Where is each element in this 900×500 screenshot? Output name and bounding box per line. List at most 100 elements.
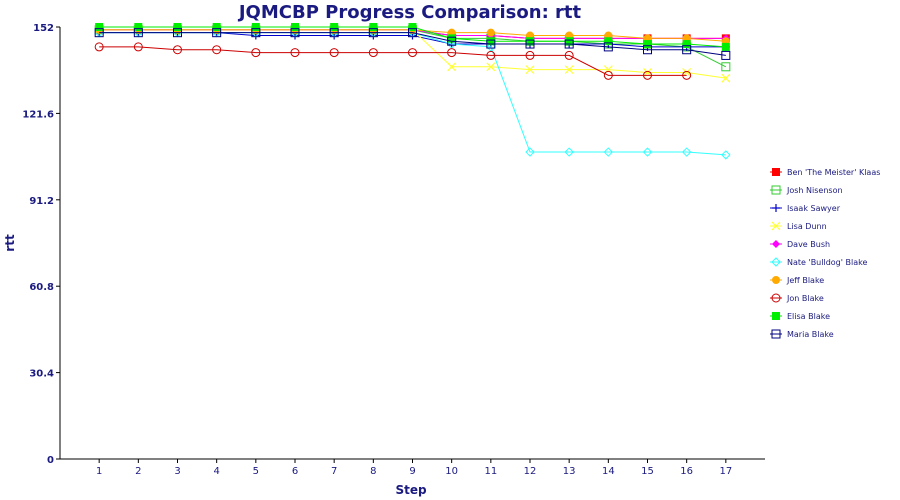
data-point [329,28,339,38]
data-point [173,23,182,31]
x-tick-label: 9 [409,466,415,477]
data-point [721,42,730,51]
x-tick-label: 15 [641,466,654,477]
data-point [368,48,378,58]
data-point [721,50,731,60]
legend-label: Jon Blake [786,294,824,303]
legend-marker [772,276,780,284]
data-point [369,23,378,31]
y-axis-label: rtt [3,234,17,252]
y-tick-label: 121.6 [22,109,54,120]
x-axis-label: Step [395,483,427,497]
data-point [682,70,692,80]
data-point [525,50,535,60]
data-point [525,39,535,49]
data-point [212,45,222,55]
y-tick-label: 152 [33,23,54,34]
data-point [408,28,417,38]
data-point [330,23,339,31]
data-point [565,37,574,46]
data-point [212,23,221,31]
data-point [525,65,535,75]
legend-item: Isaak Sawyer [770,204,841,213]
data-point [525,147,535,157]
data-point [446,39,457,49]
data-point [721,150,731,160]
data-point [486,39,496,49]
data-point [447,62,457,72]
data-point [682,40,691,49]
x-tick-label: 3 [174,466,180,477]
legend-item: Dave Bush [770,240,830,249]
legend-item: Elisa Blake [770,312,830,321]
data-point [721,62,731,72]
data-point [564,147,574,157]
data-point [486,28,495,37]
data-point [408,48,417,58]
legend-marker [771,185,781,195]
legend-label: Isaak Sawyer [787,204,841,213]
legend-label: Jeff Blake [786,276,824,285]
data-point [603,70,613,80]
legend-label: Lisa Dunn [787,222,827,231]
data-point [643,45,652,55]
data-point [173,28,182,38]
y-tick-label: 91.2 [29,196,54,207]
data-point [212,28,222,38]
data-point [134,23,143,31]
y-tick-label: 30.4 [29,369,54,380]
data-point [173,45,182,55]
x-tick-label: 10 [445,466,458,477]
data-point [290,28,300,38]
data-point [603,147,614,157]
chart-title: JQMCBP Progress Comparison: rtt [237,2,582,23]
data-point [682,45,692,55]
data-point [94,42,104,52]
legend-label: Maria Blake [787,330,834,339]
plot-area [94,23,731,160]
legend-marker [772,168,780,176]
y-tick-label: 0 [47,455,54,466]
legend-item: Lisa Dunn [770,221,827,231]
data-point [133,28,143,38]
data-point [291,23,299,31]
legend-item: Ben 'The Meister' Klaas [770,168,880,177]
legend-item: Jon Blake [770,293,824,303]
data-point [486,42,496,52]
data-point [94,28,104,38]
data-point [251,28,261,38]
data-point [290,48,300,58]
legend-marker [771,221,781,231]
data-point [368,28,378,38]
data-point [251,48,261,58]
legend-marker [771,329,781,339]
data-point [133,42,143,52]
x-tick-label: 1 [96,466,102,477]
x-tick-label: 13 [563,466,576,477]
legend-label: Ben 'The Meister' Klaas [787,168,880,177]
data-point [642,147,653,157]
legend-label: Dave Bush [787,240,830,249]
data-point [447,34,456,43]
x-tick-label: 11 [484,466,497,477]
legend-item: Nate 'Bulldog' Blake [770,257,867,267]
legend-label: Elisa Blake [787,312,830,321]
data-point [564,50,574,60]
legend: Ben 'The Meister' Klaas Josh Nisenson Isaa… [770,168,880,339]
data-point [447,36,457,46]
x-tick-label: 6 [292,466,298,477]
legend-item: Maria Blake [770,329,834,339]
x-tick-label: 4 [213,466,219,477]
series-8 [95,23,730,51]
data-point [329,48,339,58]
data-point [643,70,652,80]
x-tick-label: 2 [135,466,141,477]
data-point [681,147,692,157]
legend-label: Josh Nisenson [786,186,843,195]
legend-item: Josh Nisenson [770,185,843,195]
series-line [99,32,726,56]
data-point [564,65,574,75]
x-tick-label: 7 [331,466,337,477]
